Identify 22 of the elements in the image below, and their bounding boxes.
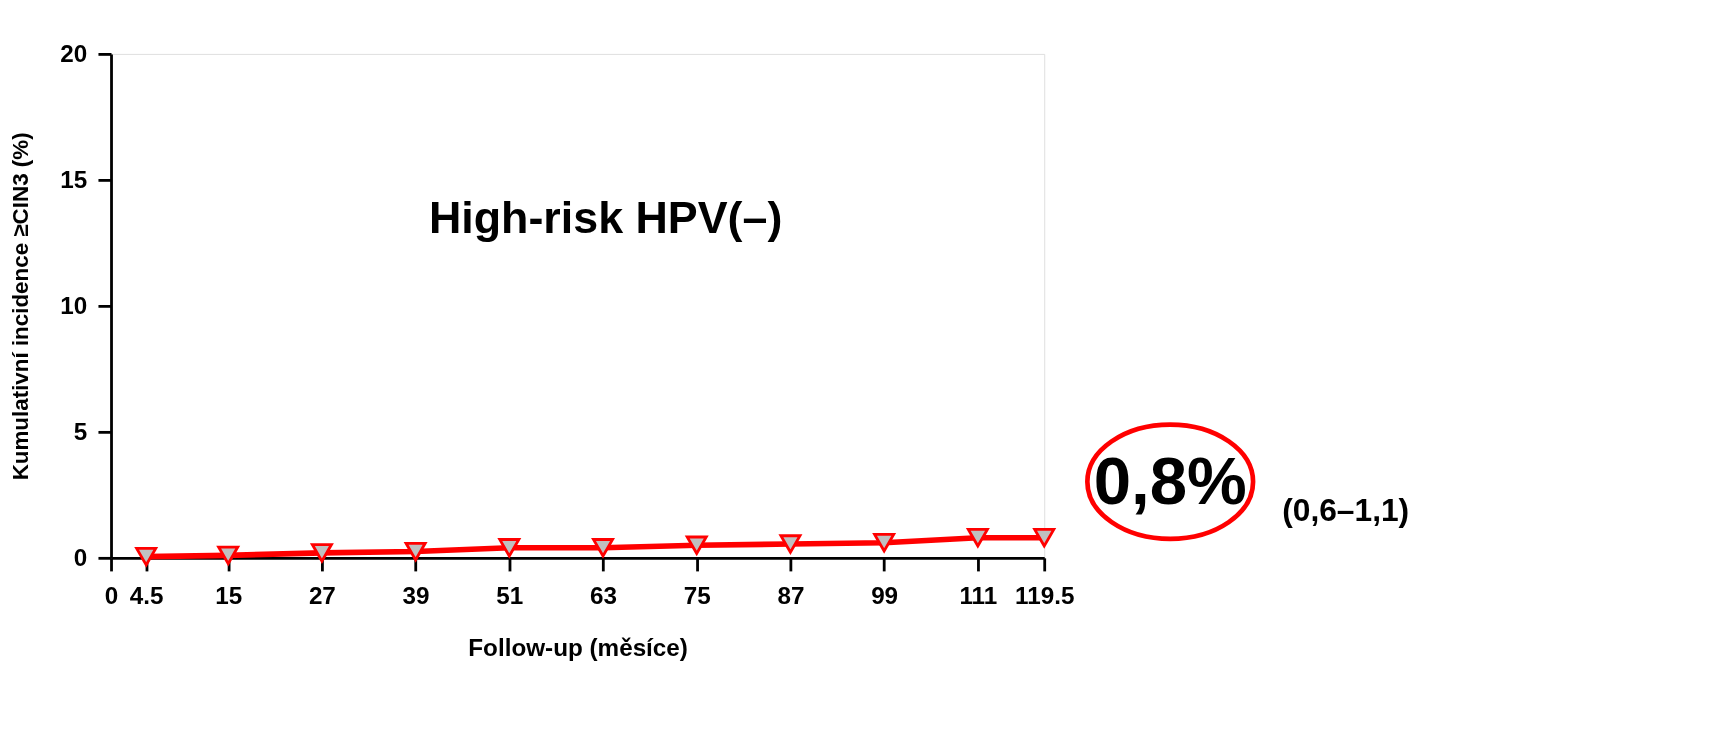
x-tick-label: 15 bbox=[215, 582, 243, 610]
x-tick-label: 75 bbox=[683, 582, 711, 610]
y-tick-label: 5 bbox=[73, 417, 88, 445]
x-tick-label: 0 bbox=[104, 582, 119, 610]
x-tick-label: 87 bbox=[777, 582, 805, 610]
y-tick-label: 20 bbox=[60, 39, 88, 67]
text: (0,6–1,1) bbox=[1282, 491, 1410, 528]
x-tick-label: 27 bbox=[308, 582, 336, 610]
y-tick-label: 0 bbox=[73, 543, 88, 571]
annotation: High-risk HPV(–) bbox=[428, 192, 783, 243]
y-tick-label: 15 bbox=[60, 165, 88, 193]
x-tick-label: 39 bbox=[402, 582, 430, 610]
x-tick-label: 51 bbox=[496, 582, 524, 610]
x-tick-label: 111 bbox=[959, 582, 998, 610]
x-tick-label: 119.5 bbox=[1015, 582, 1075, 610]
x-axis-title: Follow-up (měsíce) bbox=[468, 634, 688, 662]
annotation: 0,8% bbox=[1093, 443, 1247, 519]
y-axis-title: Kumulativní incidence ≥CIN3 (%) bbox=[7, 132, 33, 481]
x-tick-label: 4.5 bbox=[129, 582, 164, 610]
x-tick-label: 63 bbox=[590, 582, 617, 610]
x-tick-label: 99 bbox=[871, 582, 899, 610]
y-tick-label: 10 bbox=[60, 291, 88, 319]
